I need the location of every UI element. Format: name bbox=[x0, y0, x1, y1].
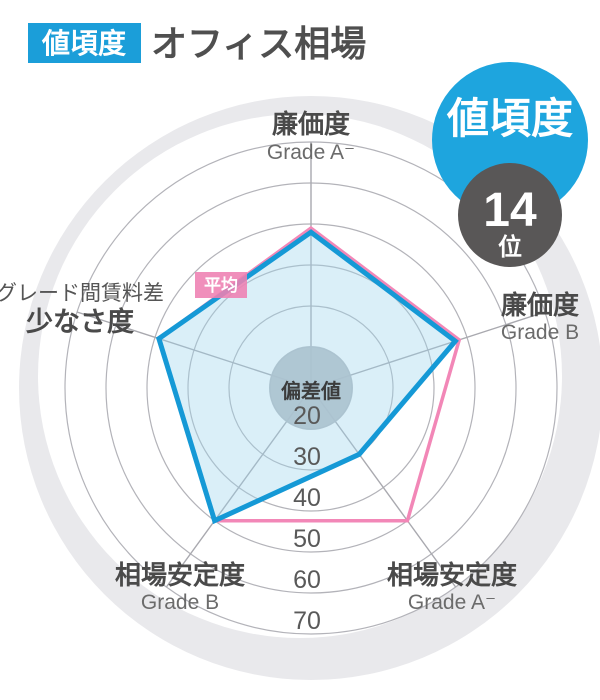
axis-left-main: グレード間賃料差 bbox=[0, 282, 164, 305]
rank-badge-blue-circle bbox=[432, 62, 588, 218]
tick-labels: 20 30 40 50 60 70 bbox=[293, 402, 321, 635]
rank-number: 14 bbox=[483, 184, 537, 237]
axis-bottom-right-sub: Grade A⁻ bbox=[408, 591, 496, 614]
axis-top-sub: Grade A⁻ bbox=[267, 141, 355, 164]
rank-badge-gray-circle bbox=[458, 163, 562, 267]
category-badge-label: 値頃度 bbox=[41, 28, 126, 59]
axis-right-sub: Grade B bbox=[501, 321, 579, 344]
tick-label: 60 bbox=[293, 566, 321, 594]
tick-label: 50 bbox=[293, 525, 321, 553]
average-legend-box bbox=[195, 272, 247, 298]
axis-bottom-right-main: 相場安定度 bbox=[387, 560, 517, 590]
axis-top-main: 廉価度 bbox=[272, 109, 350, 139]
average-legend: 平均 bbox=[195, 272, 247, 298]
score-polygon bbox=[155, 229, 459, 525]
rank-badge: 値頃度 14 位 bbox=[432, 62, 588, 267]
tick-label: 40 bbox=[293, 484, 321, 512]
axis-left-sub: 少なさ度 bbox=[26, 306, 134, 337]
center-label: 偏差値 bbox=[281, 379, 341, 403]
tick-label: 70 bbox=[293, 607, 321, 635]
axis-label-bottom-left: 相場安定度 Grade B bbox=[115, 560, 245, 614]
axis-label-left: グレード間賃料差 少なさ度 bbox=[0, 282, 164, 337]
rank-suffix: 位 bbox=[498, 233, 522, 261]
axis-right-main: 廉価度 bbox=[501, 290, 579, 320]
axis-label-right: 廉価度 Grade B bbox=[501, 290, 579, 344]
axis-bottom-left-sub: Grade B bbox=[141, 591, 219, 614]
average-legend-label: 平均 bbox=[204, 275, 238, 295]
axis-bottom-left-main: 相場安定度 bbox=[115, 560, 245, 590]
axis-label-top: 廉価度 Grade A⁻ bbox=[267, 109, 355, 164]
header: 値頃度 オフィス相場 bbox=[28, 23, 366, 64]
category-badge-box bbox=[28, 23, 141, 63]
center-disc bbox=[269, 346, 353, 430]
tick-label: 30 bbox=[293, 443, 321, 471]
page-title: オフィス相場 bbox=[151, 23, 366, 64]
tick-label: 20 bbox=[293, 402, 321, 430]
axis-label-bottom-right: 相場安定度 Grade A⁻ bbox=[387, 560, 517, 614]
rank-badge-label: 値頃度 bbox=[446, 95, 573, 142]
